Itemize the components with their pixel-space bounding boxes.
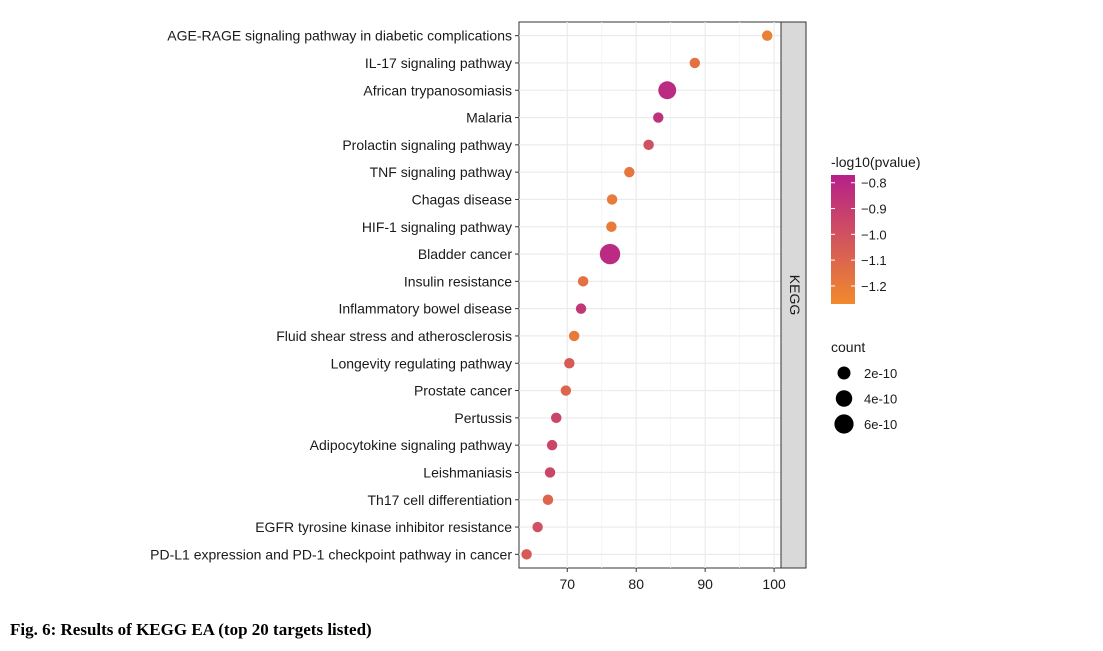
y-tick-label: Longevity regulating pathway: [331, 355, 512, 371]
data-point: [544, 467, 556, 478]
data-point: [689, 57, 701, 69]
color-bar: [831, 175, 855, 304]
size-legend-title: count: [831, 339, 865, 355]
data-point: [564, 358, 575, 369]
y-tick-label: PD-L1 expression and PD-1 checkpoint pat…: [150, 546, 512, 562]
data-point: [551, 412, 562, 424]
data-point: [658, 81, 677, 100]
data-point: [643, 139, 654, 151]
data-points: [521, 30, 773, 560]
plot-panel: [518, 21, 782, 569]
data-point: [532, 521, 543, 533]
color-legend-label: −0.8: [861, 176, 887, 191]
color-legend: -log10(pvalue) −0.8 −0.9 −1.0 −1.1 −1.2: [831, 154, 921, 304]
y-tick-label: HIF-1 signaling pathway: [362, 219, 512, 235]
size-legend: count 2e-10 4e-10 6e-10: [831, 339, 897, 434]
data-point: [575, 303, 587, 314]
color-legend-label: −1.2: [861, 279, 887, 294]
data-point: [521, 549, 532, 560]
color-legend-label: −1.1: [861, 253, 887, 268]
x-tick-label: 70: [559, 576, 575, 592]
data-point: [568, 330, 580, 342]
figure-caption: Fig. 6: Results of KEGG EA (top 20 targe…: [10, 620, 372, 639]
y-tick-label: Malaria: [466, 110, 512, 126]
y-tick-label: Bladder cancer: [418, 246, 513, 262]
y-tick-label: Adipocytokine signaling pathway: [310, 437, 512, 453]
gridlines: [519, 22, 781, 568]
data-point: [599, 243, 621, 265]
facet-strip-label: KEGG: [787, 275, 803, 315]
data-point: [653, 112, 664, 123]
data-point: [577, 276, 589, 287]
data-point: [542, 494, 554, 505]
y-tick-label: Chagas disease: [412, 191, 513, 207]
y-tick-label: IL-17 signaling pathway: [365, 55, 512, 71]
y-tick-label: Pertussis: [454, 410, 512, 426]
data-point: [546, 439, 558, 451]
x-tick-label: 100: [762, 576, 786, 592]
facet-strip: [780, 21, 807, 569]
y-tick-label: African trypanosomiasis: [363, 82, 512, 98]
size-legend-dot: [834, 414, 854, 434]
y-tick-label: Prostate cancer: [414, 383, 512, 399]
y-tick-label: Th17 cell differentiation: [368, 492, 513, 508]
y-axis-labels: AGE-RAGE signaling pathway in diabetic c…: [150, 28, 519, 562]
size-legend-dot: [837, 366, 851, 380]
x-axis-labels: 70 80 90 100: [559, 568, 786, 592]
y-tick-label: Insulin resistance: [404, 273, 512, 289]
size-legend-label: 2e-10: [864, 366, 897, 381]
data-point: [606, 221, 617, 232]
color-legend-label: −1.0: [861, 227, 887, 242]
data-point: [560, 385, 572, 396]
color-legend-label: −0.9: [861, 202, 887, 217]
size-legend-dot: [835, 390, 853, 407]
y-tick-label: Prolactin signaling pathway: [342, 137, 512, 153]
size-legend-label: 6e-10: [864, 417, 897, 432]
data-point: [606, 194, 618, 205]
x-tick-label: 80: [628, 576, 644, 592]
data-point: [624, 166, 635, 178]
x-tick-label: 90: [697, 576, 713, 592]
y-tick-label: Fluid shear stress and atherosclerosis: [276, 328, 512, 344]
data-point: [761, 30, 773, 41]
y-tick-label: AGE-RAGE signaling pathway in diabetic c…: [167, 28, 512, 44]
color-legend-title: -log10(pvalue): [831, 154, 921, 170]
y-tick-label: EGFR tyrosine kinase inhibitor resistanc…: [255, 519, 512, 535]
y-tick-label: TNF signaling pathway: [370, 164, 512, 180]
y-tick-label: Inflammatory bowel disease: [338, 301, 512, 317]
size-legend-label: 4e-10: [864, 392, 897, 407]
y-tick-label: Leishmaniasis: [423, 464, 512, 480]
